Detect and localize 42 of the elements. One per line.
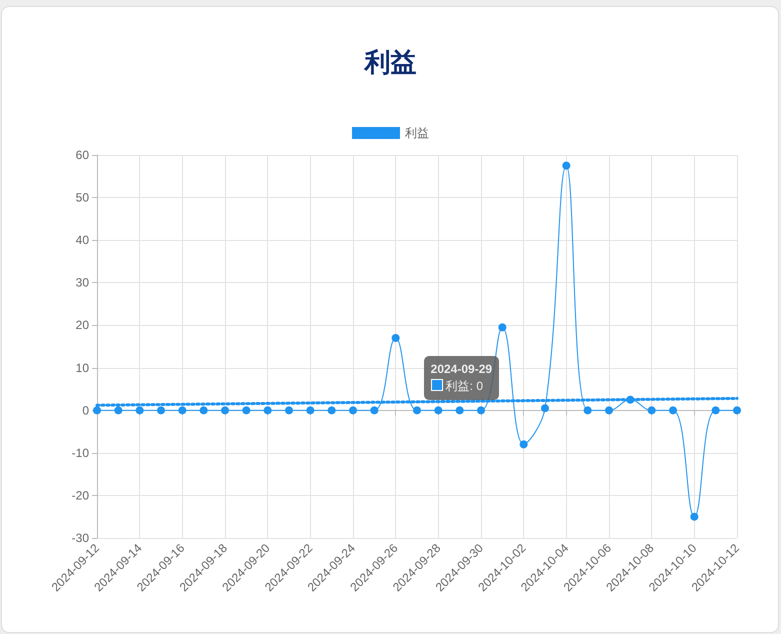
point bbox=[541, 404, 549, 412]
y-tick-label: -30 bbox=[72, 531, 90, 545]
point bbox=[264, 406, 272, 414]
point bbox=[690, 512, 698, 521]
point bbox=[370, 406, 378, 414]
y-tick-label: -10 bbox=[72, 446, 90, 460]
point bbox=[178, 406, 186, 414]
point bbox=[456, 406, 464, 414]
y-tick-label: -20 bbox=[72, 488, 90, 502]
point bbox=[306, 406, 314, 414]
point bbox=[200, 406, 208, 414]
point bbox=[498, 323, 506, 332]
point bbox=[242, 406, 250, 414]
y-tick-label: 50 bbox=[76, 190, 90, 205]
point bbox=[349, 406, 357, 414]
point bbox=[648, 406, 656, 414]
point bbox=[520, 440, 528, 448]
point bbox=[434, 406, 442, 414]
y-tick-label: 0 bbox=[82, 403, 90, 418]
point bbox=[626, 396, 634, 404]
point bbox=[562, 162, 570, 170]
point bbox=[669, 406, 677, 414]
point bbox=[605, 406, 613, 414]
point bbox=[477, 406, 485, 414]
y-tick-label: 60 bbox=[76, 148, 90, 162]
point bbox=[413, 406, 421, 414]
point bbox=[712, 406, 720, 414]
point bbox=[221, 406, 229, 414]
legend-label: 利益 bbox=[405, 126, 429, 140]
point bbox=[157, 406, 165, 414]
y-tick-label: 30 bbox=[76, 276, 90, 290]
annotation: 2024-09-29 利益: 0 bbox=[430, 362, 492, 396]
y-tick-label: 10 bbox=[76, 360, 90, 375]
point bbox=[136, 406, 144, 414]
point bbox=[285, 406, 293, 414]
point bbox=[328, 406, 336, 414]
y-tick-label: 40 bbox=[76, 233, 90, 248]
y-tick-label: 20 bbox=[76, 318, 90, 332]
point bbox=[392, 334, 400, 342]
chart-title: 利益 bbox=[364, 47, 416, 77]
point bbox=[584, 406, 592, 414]
point bbox=[114, 406, 122, 414]
